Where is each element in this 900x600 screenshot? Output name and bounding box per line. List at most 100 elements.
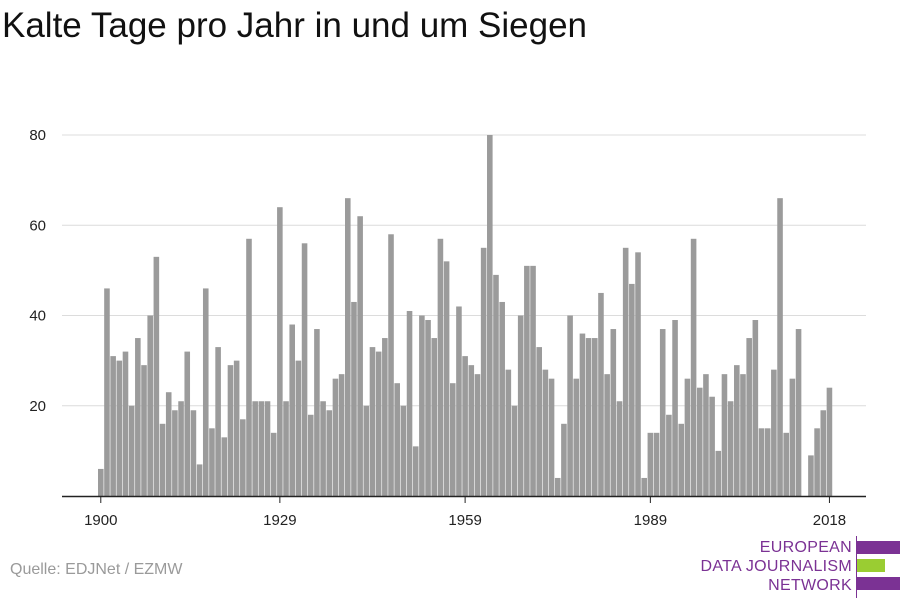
bar-1989 [647, 432, 654, 496]
bar-2003 [734, 365, 740, 496]
bar-1987 [635, 252, 641, 496]
bar-2013 [795, 329, 802, 496]
bar-1955 [437, 238, 444, 497]
bar-1900 [98, 468, 104, 497]
bar-1918 [209, 428, 215, 496]
bar-1905 [128, 405, 135, 496]
bar-1999 [709, 396, 715, 497]
bar-1901 [104, 288, 110, 496]
bar-1917 [202, 288, 209, 496]
bar-2015 [808, 455, 814, 496]
bar-1928 [270, 432, 277, 496]
bar-2016 [814, 428, 820, 496]
bar-1973 [548, 378, 555, 497]
bar-1983 [610, 329, 617, 496]
bar-1947 [388, 234, 394, 496]
x-tick-label: 1929 [263, 512, 296, 529]
bar-1993 [672, 320, 678, 496]
bar-1920 [221, 437, 228, 496]
bar-1919 [215, 347, 221, 496]
bar-1937 [326, 410, 333, 496]
bar-2011 [783, 432, 789, 496]
y-tick-label: 60 [29, 217, 46, 234]
bar-1964 [493, 274, 499, 496]
bar-1957 [449, 383, 456, 496]
bar-2010 [777, 198, 783, 496]
bar-1998 [703, 374, 709, 496]
logo-line-2: DATA JOURNALISM [700, 558, 852, 575]
chart-title: Kalte Tage pro Jahr in und um Siegen [2, 6, 588, 45]
bar-1923 [240, 419, 246, 496]
bar-1942 [357, 216, 363, 496]
bar-1953 [425, 320, 431, 496]
bar-1938 [332, 378, 339, 497]
bar-1963 [487, 135, 493, 496]
bar-1939 [338, 374, 345, 496]
bar-1972 [542, 369, 549, 496]
bar-1988 [641, 477, 647, 496]
bar-1962 [480, 247, 487, 496]
bar-1911 [165, 392, 172, 496]
bar-1904 [122, 351, 129, 496]
bar-1956 [443, 261, 450, 496]
bar-1943 [363, 405, 370, 496]
bar-1912 [172, 410, 178, 496]
bars [98, 135, 833, 497]
bar-1967 [511, 405, 518, 496]
bar-2001 [721, 374, 728, 496]
bar-1991 [659, 329, 666, 496]
bar-1952 [419, 315, 425, 496]
x-tick-label: 1959 [448, 512, 481, 529]
bar-1981 [598, 292, 604, 496]
source-note: Quelle: EDJNet / EZMW [10, 561, 183, 578]
bar-1930 [283, 401, 289, 496]
x-tick-labels: 1900 1929 1959 1989 2018 [84, 496, 846, 529]
x-tick-label: 2018 [813, 512, 846, 529]
bar-2000 [715, 450, 722, 497]
bar-2006 [752, 320, 759, 496]
bar-2004 [740, 374, 746, 496]
bar-1921 [227, 365, 234, 496]
bar-2017 [820, 410, 827, 496]
bar-1924 [246, 238, 252, 497]
bar-1986 [629, 283, 635, 496]
bar-2018 [826, 387, 833, 496]
bar-1975 [561, 423, 567, 496]
bar-1994 [678, 423, 685, 496]
bar-1995 [684, 378, 691, 497]
bar-1978 [579, 333, 586, 496]
bar-1949 [400, 405, 407, 496]
x-tick-label: 1900 [84, 512, 117, 529]
bar-1935 [314, 329, 320, 496]
bar-1977 [573, 378, 580, 497]
bar-1992 [666, 414, 672, 496]
bar-1910 [159, 423, 166, 496]
bar-1903 [116, 360, 123, 497]
bar-1932 [295, 360, 302, 497]
bar-1996 [690, 238, 697, 497]
bar-1974 [554, 477, 561, 496]
logo-bar-middle [857, 559, 885, 572]
bar-2009 [771, 369, 777, 496]
bar-1968 [517, 315, 524, 496]
bar-1914 [184, 351, 191, 496]
bar-1902 [110, 356, 116, 496]
y-tick-label: 20 [29, 398, 46, 415]
bar-1936 [320, 401, 326, 496]
y-tick-label: 80 [29, 127, 46, 144]
bar-2008 [764, 428, 771, 496]
bar-1982 [604, 374, 610, 496]
bar-1946 [382, 338, 388, 496]
bar-1976 [567, 315, 573, 496]
bar-1925 [252, 401, 258, 496]
x-tick-label: 1989 [634, 512, 667, 529]
bar-1940 [345, 198, 351, 496]
logo-bar-bottom [857, 577, 900, 590]
bar-1945 [375, 351, 382, 496]
bar-2002 [727, 401, 734, 496]
bar-1954 [431, 338, 438, 496]
bar-1979 [585, 338, 592, 496]
bar-1927 [264, 401, 271, 496]
bar-1959 [462, 356, 468, 496]
